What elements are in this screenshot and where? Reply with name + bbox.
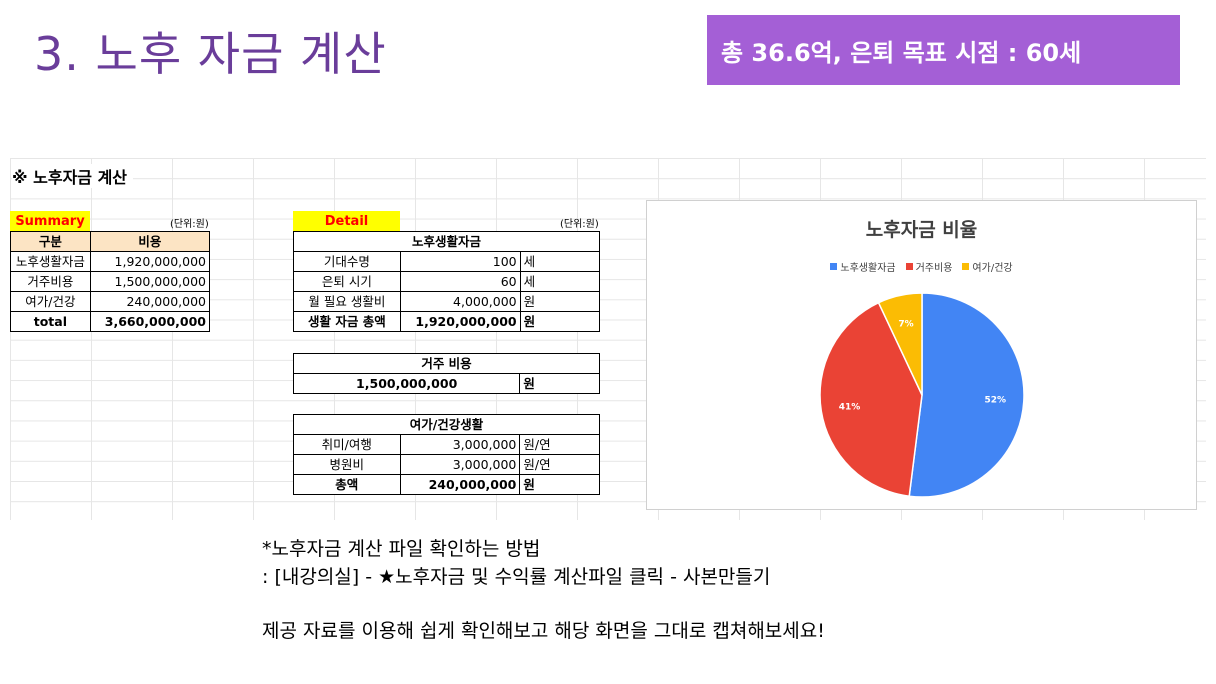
- summary-row-label: 노후생활자금: [10, 251, 91, 272]
- living-fund-table: 노후생활자금 기대수명 100 세 은퇴 시기 60 세 월 필요 생활비 4,…: [293, 231, 601, 332]
- summary-row-value: 1,500,000,000: [89, 271, 211, 292]
- table-row: 거주비용 1,500,000,000: [10, 271, 211, 292]
- table-row: 구분 비용: [10, 231, 211, 252]
- detail-row-value: 3,000,000: [399, 454, 521, 475]
- leisure-title: 여가/건강생활: [293, 414, 600, 435]
- table-row: 병원비 3,000,000 원/연: [293, 454, 600, 475]
- table-row: 취미/여행 3,000,000 원/연: [293, 434, 600, 455]
- table-row: 1,500,000,000 원: [292, 373, 600, 394]
- summary-total-value: 3,660,000,000: [89, 311, 211, 332]
- leisure-total-value: 240,000,000: [399, 474, 521, 495]
- pie-slice-0: [908, 292, 1025, 498]
- pie-label-2: 7%: [898, 319, 913, 329]
- living-total-unit: 원: [519, 311, 601, 332]
- leisure-total-label: 총액: [293, 474, 401, 495]
- detail-row-unit: 세: [519, 251, 601, 272]
- table-row: 총액 240,000,000 원: [293, 474, 600, 495]
- table-row: 여가/건강생활: [293, 414, 600, 435]
- housing-value: 1,500,000,000: [292, 373, 521, 394]
- summary-row-label: 거주비용: [10, 271, 91, 292]
- legend-item: 여가/건강: [962, 259, 1013, 274]
- detail-row-value: 3,000,000: [399, 434, 521, 455]
- table-row: 노후생활자금 1,920,000,000: [10, 251, 211, 272]
- summary-banner-text: 총 36.6억, 은퇴 목표 시점 : 60세: [721, 38, 1082, 67]
- pie-label-0: 52%: [985, 396, 1007, 406]
- detail-row-label: 월 필요 생활비: [293, 291, 401, 312]
- legend-item: 거주비용: [905, 259, 953, 274]
- table-row: 생활 자금 총액 1,920,000,000 원: [293, 311, 601, 332]
- housing-title: 거주 비용: [293, 353, 600, 374]
- summary-header-category: 구분: [10, 231, 91, 252]
- summary-total-label: total: [10, 311, 91, 332]
- table-row: 은퇴 시기 60 세: [293, 271, 601, 292]
- detail-row-label: 취미/여행: [293, 434, 401, 455]
- table-row: 노후생활자금: [293, 231, 600, 252]
- legend-swatch: [962, 263, 970, 270]
- instructions: *노후자금 계산 파일 확인하는 방법 : [내강의실] - ★노후자금 및 수…: [262, 535, 825, 645]
- pie-slice-1: [819, 301, 923, 498]
- chart-legend: 노후생활자금 거주비용 여가/건강: [647, 259, 1196, 274]
- pie-chart: 노후자금 비율 노후생활자금 거주비용 여가/건강 52% 41% 7%: [646, 200, 1197, 510]
- living-total-label: 생활 자금 총액: [293, 311, 401, 332]
- detail-row-label: 기대수명: [293, 251, 401, 272]
- summary-table: 구분 비용 노후생활자금 1,920,000,000 거주비용 1,500,00…: [10, 231, 211, 332]
- summary-row-value: 1,920,000,000: [89, 251, 211, 272]
- detail-unit: (단위:원): [560, 219, 599, 230]
- legend-label: 거주비용: [915, 263, 953, 274]
- summary-banner: 총 36.6억, 은퇴 목표 시점 : 60세: [707, 15, 1180, 85]
- table-row: 여가/건강 240,000,000: [10, 291, 211, 312]
- detail-tag: Detail: [293, 211, 400, 231]
- chart-title: 노후자금 비율: [865, 219, 978, 241]
- legend-label: 노후생활자금: [840, 263, 896, 274]
- detail-row-label: 병원비: [293, 454, 401, 475]
- detail-row-unit: 원/연: [519, 454, 600, 475]
- slide-title: 3. 노후 자금 계산: [34, 27, 387, 81]
- detail-row-value: 100: [399, 251, 521, 272]
- detail-row-unit: 세: [519, 271, 601, 292]
- table-row: 월 필요 생활비 4,000,000 원: [293, 291, 601, 312]
- housing-unit: 원: [519, 373, 600, 394]
- summary-tag: Summary: [10, 211, 90, 231]
- summary-unit: (단위:원): [170, 219, 209, 230]
- summary-header-cost: 비용: [89, 231, 211, 252]
- living-fund-title: 노후생활자금: [293, 231, 600, 252]
- detail-row-unit: 원: [519, 291, 601, 312]
- instruction-line: 제공 자료를 이용해 쉽게 확인해보고 해당 화면을 그대로 캡쳐해보세요!: [262, 620, 825, 642]
- pie-label-1: 41%: [839, 402, 861, 412]
- leisure-total-unit: 원: [519, 474, 600, 495]
- summary-row-label: 여가/건강: [10, 291, 91, 312]
- legend-item: 노후생활자금: [830, 259, 896, 274]
- legend-swatch: [905, 263, 913, 270]
- detail-row-value: 4,000,000: [399, 291, 521, 312]
- leisure-table: 여가/건강생활 취미/여행 3,000,000 원/연 병원비 3,000,00…: [293, 414, 600, 495]
- instruction-line: *노후자금 계산 파일 확인하는 방법: [262, 538, 541, 560]
- table-row: 거주 비용: [293, 353, 600, 374]
- summary-row-value: 240,000,000: [89, 291, 211, 312]
- detail-row-label: 은퇴 시기: [293, 271, 401, 292]
- table-row: 기대수명 100 세: [293, 251, 601, 272]
- legend-swatch: [830, 263, 838, 270]
- pie-svg: 52% 41% 7%: [819, 292, 1025, 498]
- detail-row-unit: 원/연: [519, 434, 600, 455]
- living-total-value: 1,920,000,000: [399, 311, 521, 332]
- pie-slice-2: [877, 292, 923, 396]
- sheet-heading: ※ 노후자금 계산: [12, 164, 134, 188]
- detail-row-value: 60: [399, 271, 521, 292]
- instruction-line: : [내강의실] - ★노후자금 및 수익률 계산파일 클릭 - 사본만들기: [262, 566, 771, 588]
- housing-table: 거주 비용 1,500,000,000 원: [292, 353, 600, 394]
- legend-label: 여가/건강: [972, 263, 1013, 274]
- table-row: total 3,660,000,000: [10, 311, 211, 332]
